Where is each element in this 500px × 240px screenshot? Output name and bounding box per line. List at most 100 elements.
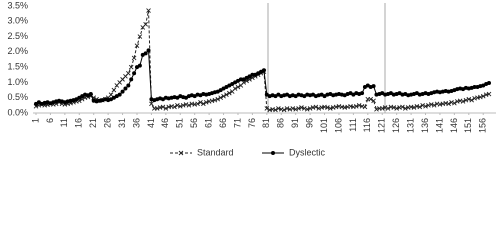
marker-shape [304, 107, 310, 112]
marker-shape [428, 102, 434, 107]
x-marker [411, 105, 417, 110]
y-tick-label: 1.5% [7, 62, 28, 72]
marker-shape [224, 92, 229, 97]
marker-shape [487, 81, 491, 86]
marker-shape [149, 101, 154, 107]
marker-shape [126, 83, 131, 88]
marker-shape [296, 106, 301, 111]
x-marker [241, 80, 247, 85]
marker-shape [221, 93, 226, 99]
x-marker [111, 87, 117, 93]
marker-shape [131, 55, 137, 61]
marker-shape [423, 103, 428, 109]
circle-marker [250, 72, 255, 77]
x-tick-label: 146 [449, 118, 459, 133]
x-tick-label: 66 [218, 118, 228, 128]
y-tick-label: 2.5% [7, 31, 28, 41]
x-marker [195, 101, 200, 107]
marker-shape [178, 150, 184, 156]
x-marker [143, 22, 148, 27]
marker-shape [160, 104, 166, 110]
x-marker [296, 106, 301, 111]
x-marker [160, 104, 166, 110]
marker-shape [183, 102, 189, 107]
marker-shape [172, 104, 177, 110]
y-tick-label: 0.0% [7, 107, 28, 117]
marker-shape [111, 87, 117, 93]
x-marker [177, 103, 183, 109]
x-marker [154, 106, 160, 111]
x-marker [463, 97, 469, 103]
x-marker [281, 107, 287, 113]
x-marker [126, 70, 131, 76]
x-tick-label: 76 [247, 118, 257, 128]
x-tick-label: 116 [362, 118, 372, 132]
marker-shape [163, 106, 169, 111]
x-tick-label: 16 [74, 118, 84, 128]
x-tick-label: 61 [203, 118, 213, 128]
x-tick-label: 36 [131, 118, 141, 128]
x-tick-label: 51 [175, 118, 185, 128]
x-tick-label: 41 [146, 118, 156, 128]
marker-shape [201, 101, 206, 107]
marker-shape [486, 91, 492, 97]
x-marker [149, 101, 154, 107]
marker-shape [146, 48, 151, 53]
x-marker [302, 106, 307, 111]
marker-shape [463, 97, 469, 103]
marker-shape [137, 63, 142, 68]
marker-shape [411, 105, 417, 110]
x-marker [379, 106, 385, 111]
marker-shape [371, 84, 376, 89]
x-marker [469, 97, 475, 103]
marker-shape [126, 70, 131, 76]
marker-shape [452, 100, 457, 106]
x-tick-label: 21 [88, 118, 98, 128]
x-marker [420, 103, 425, 108]
x-marker [452, 100, 457, 106]
x-marker [215, 96, 221, 102]
marker-shape [417, 104, 423, 110]
marker-shape [146, 8, 151, 13]
chart: 0.0%0.5%1.0%1.5%2.0%2.5%3.0%3.5%1 6 11 16 21… [7, 0, 496, 157]
x-marker [400, 104, 405, 110]
x-marker [362, 104, 368, 110]
x-marker [178, 150, 184, 156]
marker-shape [203, 99, 209, 105]
x-tick-label: 151 [463, 118, 473, 133]
marker-shape [154, 106, 160, 111]
x-tick-label: 126 [391, 118, 401, 133]
x-marker [183, 102, 189, 107]
x-marker [313, 104, 319, 110]
marker-shape [180, 103, 186, 108]
marker-shape [374, 107, 379, 112]
marker-shape [382, 105, 388, 110]
marker-shape [226, 90, 232, 96]
circle-marker [117, 92, 122, 97]
marker-shape [212, 97, 218, 103]
x-marker [203, 99, 209, 105]
marker-shape [273, 107, 278, 113]
x-marker [163, 106, 169, 111]
marker-shape [143, 51, 148, 56]
x-marker [284, 106, 290, 111]
x-marker [175, 103, 180, 108]
x-marker [218, 95, 223, 101]
x-marker [327, 106, 333, 111]
x-marker [374, 107, 379, 112]
x-marker [226, 90, 232, 96]
x-marker [299, 105, 304, 110]
marker-shape [284, 106, 290, 111]
marker-shape [307, 106, 313, 111]
x-marker [356, 103, 362, 108]
x-tick-label: 81 [261, 118, 271, 128]
marker-shape [186, 103, 192, 108]
x-tick-label: 96 [304, 118, 314, 128]
x-marker [293, 107, 299, 112]
x-tick-label: 31 [117, 118, 127, 128]
x-tick-label: 111 [348, 118, 358, 132]
x-tick-label: 6 [45, 118, 55, 123]
x-marker [264, 106, 270, 111]
marker-shape [175, 103, 180, 108]
marker-shape [327, 106, 333, 111]
